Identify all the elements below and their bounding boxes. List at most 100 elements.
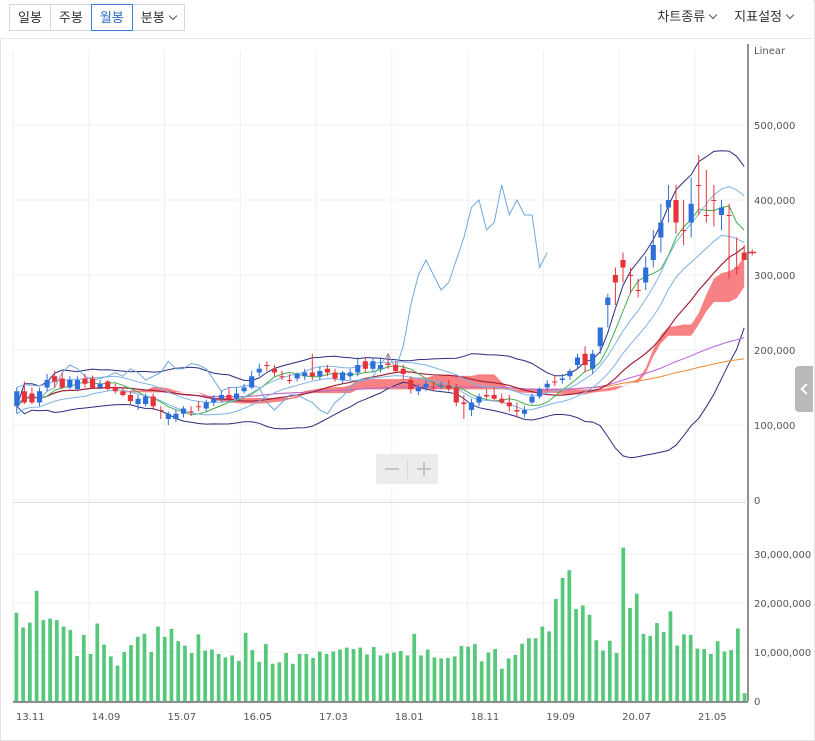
volume-bar xyxy=(115,665,120,701)
price-tick-label: 400,000 xyxy=(754,196,795,207)
tab-monthly[interactable]: 월봉 xyxy=(90,4,133,31)
time-tick-label: 17.03 xyxy=(319,712,348,723)
volume-bar xyxy=(88,653,93,701)
candlestick xyxy=(370,357,376,373)
time-tick-label: 15.07 xyxy=(168,712,197,723)
volume-bar xyxy=(68,629,73,701)
candlestick xyxy=(173,410,179,422)
side-panel-toggle[interactable] xyxy=(795,366,813,412)
candlestick xyxy=(377,357,384,373)
period-tabs: 일봉 주봉 월봉 분봉 xyxy=(9,4,185,31)
candlestick xyxy=(597,327,603,354)
volume-bar xyxy=(216,653,221,701)
lagging-span-line xyxy=(16,184,548,415)
candlestick xyxy=(415,383,421,395)
candlestick xyxy=(362,357,368,373)
chart-type-dropdown[interactable]: 차트종류 xyxy=(657,4,718,31)
candlestick xyxy=(438,381,444,389)
candlestick xyxy=(36,387,43,407)
volume-bar xyxy=(574,608,578,701)
volume-bar xyxy=(648,635,653,701)
volume-bar xyxy=(176,641,181,701)
candlestick xyxy=(74,376,80,392)
volume-bar xyxy=(297,653,302,701)
price-tick-label: 100,000 xyxy=(754,421,795,432)
envelope-lower-line xyxy=(16,234,745,416)
volume-bar xyxy=(149,652,154,701)
tab-minute-dropdown[interactable]: 분봉 xyxy=(131,4,185,31)
volume-bar xyxy=(736,628,740,701)
volume-bar xyxy=(365,654,369,701)
price-tick-label: 0 xyxy=(754,496,760,507)
volume-bar xyxy=(135,636,140,701)
candlestick xyxy=(241,383,247,394)
price-tick-label: 500,000 xyxy=(754,121,795,132)
volume-bar xyxy=(398,651,403,701)
volume-bar xyxy=(284,652,288,701)
candlestick xyxy=(574,353,581,369)
candlestick xyxy=(29,387,35,404)
volume-bar xyxy=(405,655,410,701)
volume-bar xyxy=(729,650,733,701)
volume-bar xyxy=(264,644,268,701)
tab-weekly-label: 주봉 xyxy=(58,11,83,26)
volume-bar xyxy=(270,663,275,701)
candlestick xyxy=(286,374,293,384)
volume-bar xyxy=(237,660,241,701)
ma-20-line xyxy=(16,246,745,407)
volume-tick-label: 20,000,000 xyxy=(754,599,811,610)
candlestick xyxy=(97,380,103,389)
zoom-in-button[interactable] xyxy=(408,454,439,484)
volume-bar xyxy=(473,644,477,701)
candlestick xyxy=(741,245,747,260)
candlestick xyxy=(423,380,429,392)
chart-axes: 0 100,000 200,000 300,000 400,000 500,000 Line… xyxy=(13,44,811,723)
volume-bar xyxy=(169,628,174,701)
volume-bar xyxy=(196,634,201,701)
volume-bar xyxy=(493,649,497,701)
candlestick xyxy=(279,371,285,380)
volume-bar xyxy=(371,647,376,701)
candlestick xyxy=(309,353,315,380)
candlestick xyxy=(734,237,740,275)
tab-monthly-label: 월봉 xyxy=(99,11,124,26)
candlestick xyxy=(499,393,505,404)
candlestick xyxy=(461,395,467,419)
candlestick xyxy=(21,381,27,404)
volume-bar xyxy=(223,657,228,701)
volume-bar xyxy=(580,605,585,701)
tab-daily[interactable]: 일봉 xyxy=(9,4,51,31)
volume-bar xyxy=(95,623,100,701)
candlestick xyxy=(112,383,118,394)
volume-bar xyxy=(277,662,282,701)
candlestick xyxy=(127,391,134,404)
candlestick xyxy=(233,387,240,401)
candlestick xyxy=(211,395,217,407)
tab-weekly[interactable]: 주봉 xyxy=(49,4,92,31)
volume-bar xyxy=(331,651,336,701)
candlestick xyxy=(180,406,187,418)
price-tick-label: 200,000 xyxy=(754,346,795,357)
toolbar-right-menu: 차트종류 지표설정 xyxy=(657,4,795,31)
volume-bar xyxy=(479,661,484,701)
volume-bar xyxy=(614,652,619,701)
volume-bar xyxy=(351,649,356,701)
volume-bar xyxy=(34,590,39,701)
volume-bar xyxy=(412,633,417,701)
candlestick xyxy=(332,368,338,382)
volume-bar xyxy=(513,654,518,701)
candlestick xyxy=(52,371,58,388)
volume-bar xyxy=(715,641,720,701)
volume-bar xyxy=(628,607,632,701)
time-tick-label: 16.05 xyxy=(243,712,272,723)
candlestick xyxy=(537,387,543,399)
volume-bar xyxy=(385,653,390,701)
indicator-settings-dropdown[interactable]: 지표설정 xyxy=(734,4,795,31)
candlestick xyxy=(529,393,535,404)
zoom-out-button[interactable] xyxy=(376,454,407,484)
volume-bar xyxy=(210,649,214,701)
candlestick xyxy=(158,406,164,419)
candlestick xyxy=(105,380,111,391)
candlestick xyxy=(302,368,308,380)
